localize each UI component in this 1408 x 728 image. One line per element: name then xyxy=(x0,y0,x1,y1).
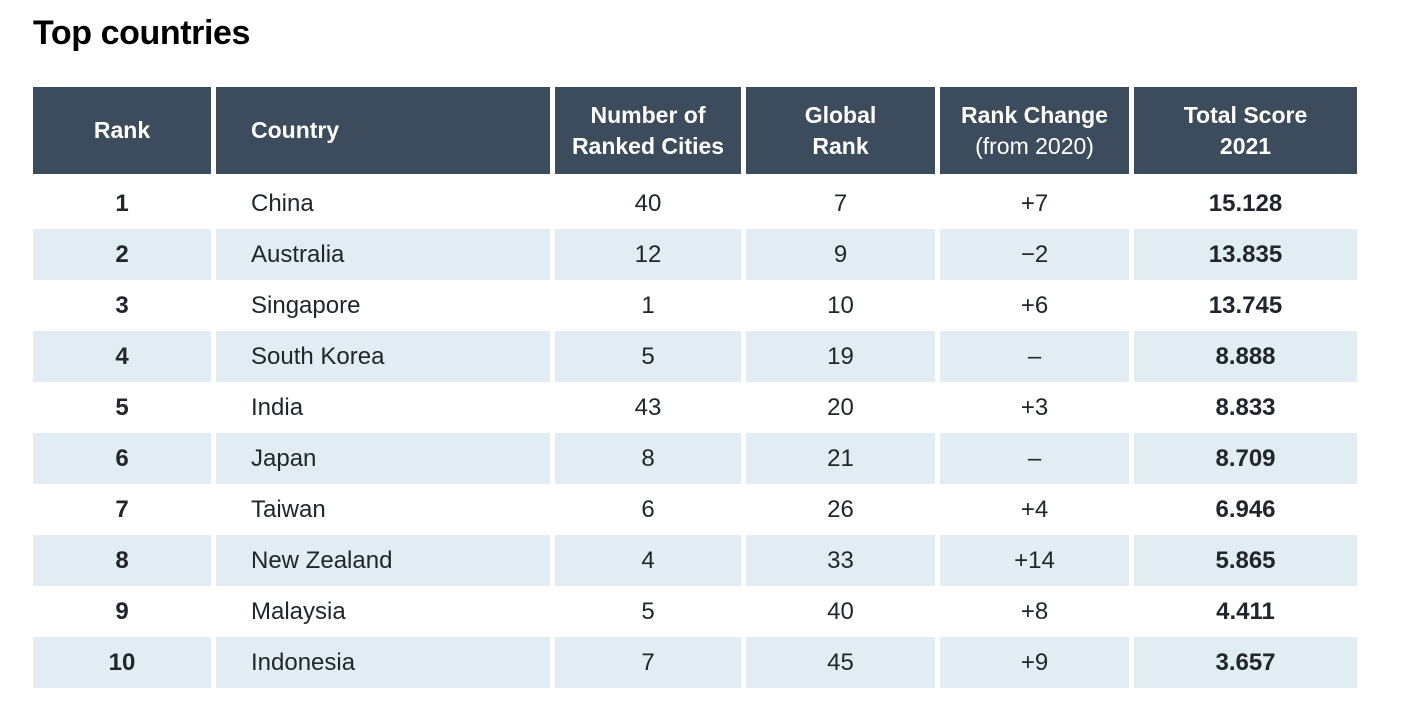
country-cell: Malaysia xyxy=(216,586,550,637)
column-header-label: 2021 xyxy=(1219,132,1272,159)
table-row: 7 Taiwan 6 26 +4 6.946 xyxy=(33,484,1357,535)
global-rank-cell: 45 xyxy=(746,637,935,688)
column-header-rank: Rank xyxy=(33,87,211,178)
rank-change-cell: −2 xyxy=(940,229,1129,280)
rank-cell: 8 xyxy=(33,535,211,586)
column-header-label: Rank Change xyxy=(961,102,1108,129)
column-header-label: Country xyxy=(251,117,340,144)
country-cell: Taiwan xyxy=(216,484,550,535)
rank-cell: 9 xyxy=(33,586,211,637)
rank-cell: 10 xyxy=(33,637,211,688)
column-header-rank-change: Rank Change (from 2020) xyxy=(940,87,1129,178)
rank-change-cell: +3 xyxy=(940,382,1129,433)
total-score-cell: 5.865 xyxy=(1134,535,1357,586)
table-row: 3 Singapore 1 10 +6 13.745 xyxy=(33,280,1357,331)
rank-change-cell: +8 xyxy=(940,586,1129,637)
total-score-cell: 6.946 xyxy=(1134,484,1357,535)
column-header-label: Total Score xyxy=(1183,102,1308,129)
column-header-sublabel: (from 2020) xyxy=(975,132,1094,159)
rank-cell: 6 xyxy=(33,433,211,484)
total-score-cell: 3.657 xyxy=(1134,637,1357,688)
total-score-cell: 8.709 xyxy=(1134,433,1357,484)
total-score-cell: 8.888 xyxy=(1134,331,1357,382)
rank-change-cell: +6 xyxy=(940,280,1129,331)
total-score-cell: 15.128 xyxy=(1134,178,1357,229)
global-rank-cell: 19 xyxy=(746,331,935,382)
table-row: 8 New Zealand 4 33 +14 5.865 xyxy=(33,535,1357,586)
country-cell: India xyxy=(216,382,550,433)
rank-change-cell: – xyxy=(940,331,1129,382)
global-rank-cell: 10 xyxy=(746,280,935,331)
column-header-ranked-cities: Number of Ranked Cities xyxy=(555,87,741,178)
total-score-cell: 4.411 xyxy=(1134,586,1357,637)
column-header-label: Ranked Cities xyxy=(571,132,725,159)
country-cell: New Zealand xyxy=(216,535,550,586)
column-header-global-rank: Global Rank xyxy=(746,87,935,178)
rank-change-cell: – xyxy=(940,433,1129,484)
country-cell: China xyxy=(216,178,550,229)
header-row: Rank Country Number of Ranked Cities Glo… xyxy=(33,87,1357,178)
rank-change-cell: +9 xyxy=(940,637,1129,688)
global-rank-cell: 40 xyxy=(746,586,935,637)
table-row: 10 Indonesia 7 45 +9 3.657 xyxy=(33,637,1357,688)
country-cell: Australia xyxy=(216,229,550,280)
top-countries-table: Rank Country Number of Ranked Cities Glo… xyxy=(28,87,1362,688)
page-title: Top countries xyxy=(33,14,251,52)
country-cell: Indonesia xyxy=(216,637,550,688)
total-score-cell: 13.835 xyxy=(1134,229,1357,280)
rank-cell: 4 xyxy=(33,331,211,382)
report-page: Top countries Rank Country Number of Ran… xyxy=(0,14,1408,728)
table-row: 4 South Korea 5 19–8.888 xyxy=(33,331,1357,382)
table-body: 1 China 40 7 +7 15.128 2 Australia 12 9 −2 13.835 3 S… xyxy=(33,178,1357,688)
rank-cell: 3 xyxy=(33,280,211,331)
ranked-cities-cell: 12 xyxy=(555,229,741,280)
total-score-cell: 13.745 xyxy=(1134,280,1357,331)
ranked-cities-cell: 40 xyxy=(555,178,741,229)
column-header-label: Number of xyxy=(590,102,706,129)
ranked-cities-cell: 7 xyxy=(555,637,741,688)
rank-change-cell: +7 xyxy=(940,178,1129,229)
global-rank-cell: 9 xyxy=(746,229,935,280)
column-header-total-score: Total Score 2021 xyxy=(1134,87,1357,178)
ranked-cities-cell: 6 xyxy=(555,484,741,535)
global-rank-cell: 33 xyxy=(746,535,935,586)
rank-cell: 2 xyxy=(33,229,211,280)
country-cell: Singapore xyxy=(216,280,550,331)
country-cell: South Korea xyxy=(216,331,550,382)
table-row: 9 Malaysia 5 40 +8 4.411 xyxy=(33,586,1357,637)
ranked-cities-cell: 1 xyxy=(555,280,741,331)
rank-cell: 5 xyxy=(33,382,211,433)
global-rank-cell: 26 xyxy=(746,484,935,535)
rank-cell: 7 xyxy=(33,484,211,535)
column-header-label: Rank xyxy=(812,132,869,159)
rank-change-cell: +14 xyxy=(940,535,1129,586)
table-row: 5 India 43 20 +3 8.833 xyxy=(33,382,1357,433)
total-score-cell: 8.833 xyxy=(1134,382,1357,433)
global-rank-cell: 20 xyxy=(746,382,935,433)
table-row: 6 Japan 8 21–8.709 xyxy=(33,433,1357,484)
table-row: 2 Australia 12 9 −2 13.835 xyxy=(33,229,1357,280)
rank-cell: 1 xyxy=(33,178,211,229)
ranked-cities-cell: 8 xyxy=(555,433,741,484)
column-header-label: Rank xyxy=(93,117,151,144)
column-header-country: Country xyxy=(216,87,550,178)
rank-change-cell: +4 xyxy=(940,484,1129,535)
table-row: 1 China 40 7 +7 15.128 xyxy=(33,178,1357,229)
ranked-cities-cell: 5 xyxy=(555,331,741,382)
country-cell: Japan xyxy=(216,433,550,484)
table-header: Rank Country Number of Ranked Cities Glo… xyxy=(33,87,1357,178)
ranked-cities-cell: 43 xyxy=(555,382,741,433)
ranked-cities-cell: 4 xyxy=(555,535,741,586)
ranked-cities-cell: 5 xyxy=(555,586,741,637)
global-rank-cell: 21 xyxy=(746,433,935,484)
global-rank-cell: 7 xyxy=(746,178,935,229)
column-header-label: Global xyxy=(804,102,877,129)
